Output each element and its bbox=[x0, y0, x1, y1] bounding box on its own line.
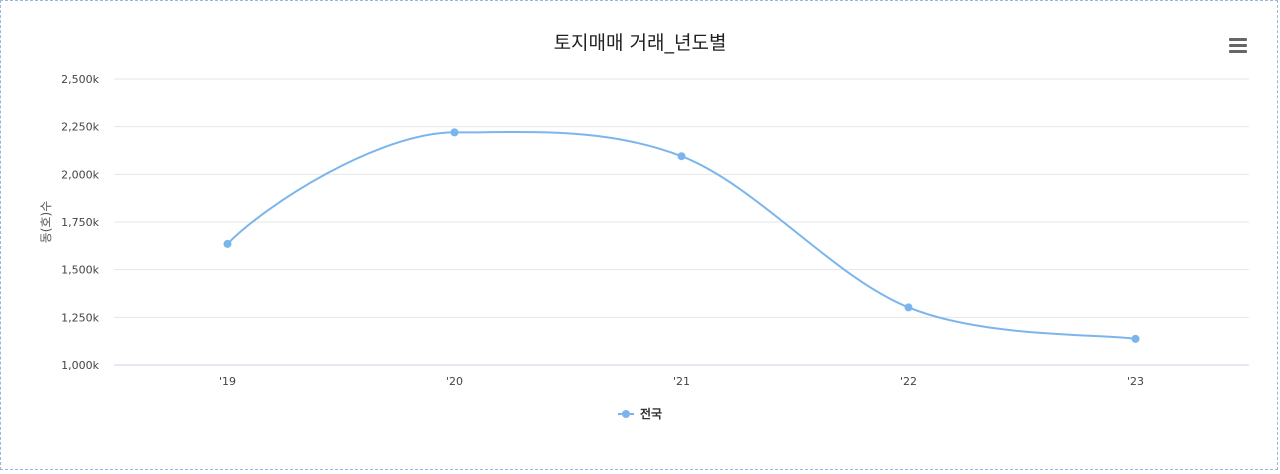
legend-label: 전국 bbox=[639, 407, 663, 421]
legend-line-marker-icon bbox=[617, 409, 634, 419]
x-tick-label: '20 bbox=[446, 375, 463, 388]
y-axis-title: 동(호)수 bbox=[39, 201, 53, 243]
chart-context-menu-button[interactable] bbox=[1222, 32, 1254, 60]
data-point[interactable] bbox=[223, 239, 232, 248]
y-tick-label: 2,500k bbox=[61, 73, 99, 86]
x-tick-label: '22 bbox=[900, 375, 917, 388]
data-point[interactable] bbox=[450, 128, 459, 137]
legend-item-series-0[interactable]: 전국 bbox=[617, 405, 663, 422]
x-tick-label: '19 bbox=[219, 375, 236, 388]
chart-legend: 전국 bbox=[0, 405, 1280, 422]
y-tick-label: 1,250k bbox=[61, 311, 99, 324]
y-tick-label: 2,000k bbox=[61, 168, 99, 181]
menu-icon-bar bbox=[1229, 50, 1247, 53]
data-point[interactable] bbox=[1131, 334, 1140, 343]
y-tick-label: 1,000k bbox=[61, 359, 99, 372]
y-tick-label: 1,500k bbox=[61, 264, 99, 277]
series-line bbox=[226, 131, 1136, 340]
x-tick-label: '23 bbox=[1127, 375, 1144, 388]
data-point[interactable] bbox=[677, 152, 686, 161]
menu-icon-bar bbox=[1229, 44, 1247, 47]
y-tick-label: 1,750k bbox=[61, 216, 99, 229]
y-tick-label: 2,250k bbox=[61, 121, 99, 134]
chart-title: 토지매매 거래_년도별 bbox=[553, 32, 727, 54]
menu-icon-bar bbox=[1229, 38, 1247, 41]
data-point[interactable] bbox=[904, 303, 913, 312]
x-tick-label: '21 bbox=[673, 375, 690, 388]
